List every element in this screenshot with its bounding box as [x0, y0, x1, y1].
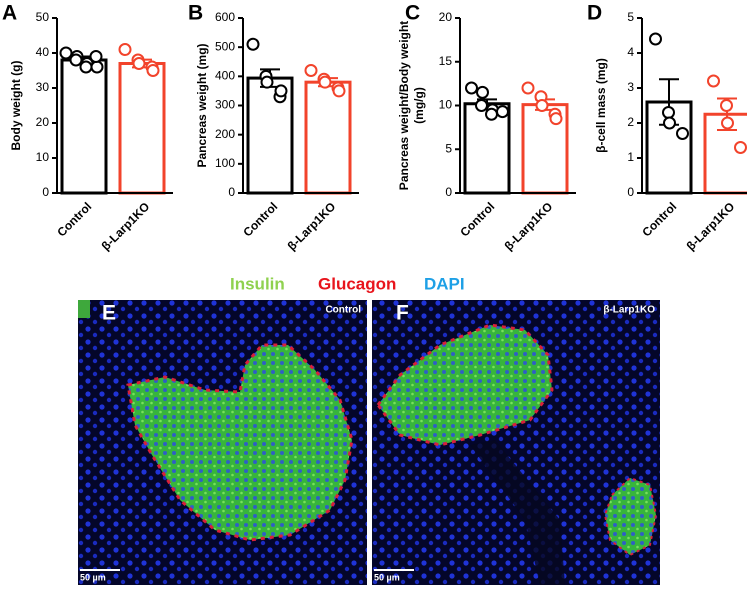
data-point	[59, 46, 73, 60]
y-tick-label: 0	[627, 185, 634, 199]
data-point	[118, 43, 132, 56]
stain-legend: DAPI	[424, 274, 465, 293]
y-axis-label: β-cell mass (mg)	[594, 58, 608, 153]
x-tick-label: β-Larp1KO	[502, 199, 556, 253]
data-point	[535, 99, 549, 112]
image-label: β-Larp1KO	[603, 305, 655, 316]
y-tick-label: 500	[215, 39, 235, 53]
data-point	[274, 84, 288, 98]
y-tick-label: 10	[439, 98, 453, 112]
y-tick-label: 50	[36, 10, 50, 24]
data-point	[304, 64, 318, 77]
data-point	[521, 81, 535, 95]
x-tick-label: Control	[639, 199, 679, 239]
data-point	[465, 81, 478, 95]
y-axis-label: Pancreas weight/Body weight	[397, 21, 411, 190]
y-tick-label: 5	[445, 141, 452, 155]
stain-legend: Insulin	[230, 274, 285, 293]
data-point	[496, 105, 509, 119]
y-axis-label: Pancreas weight (mg)	[195, 43, 209, 167]
data-point	[662, 106, 675, 119]
data-point	[475, 99, 488, 112]
bar	[304, 80, 352, 195]
data-point	[707, 74, 720, 88]
data-point	[734, 141, 747, 154]
x-tick-label: Control	[54, 199, 94, 239]
data-point	[132, 57, 146, 70]
data-point	[485, 107, 498, 121]
data-point	[246, 37, 260, 51]
x-tick-label: Control	[457, 199, 497, 239]
y-tick-label: 0	[42, 185, 49, 199]
bar	[60, 58, 108, 195]
y-tick-label: 1	[627, 150, 634, 164]
y-tick-label: 20	[36, 115, 50, 129]
y-tick-label: 40	[36, 45, 50, 59]
data-point	[89, 50, 103, 63]
panel-label: B	[188, 2, 203, 25]
y-tick-label: 0	[445, 185, 452, 199]
image-e	[78, 300, 367, 585]
data-point	[69, 53, 83, 67]
image-label: Control	[325, 305, 361, 316]
panel-label: E	[102, 302, 116, 325]
y-axis-label: (mg/g)	[412, 87, 426, 124]
y-tick-label: 600	[215, 10, 235, 24]
data-point	[676, 127, 689, 140]
data-point	[649, 32, 662, 46]
data-point	[146, 64, 160, 77]
data-point	[549, 112, 563, 126]
y-tick-label: 400	[215, 69, 235, 83]
panel-label: F	[396, 302, 409, 325]
y-tick-label: 100	[215, 156, 235, 170]
x-tick-label: Control	[240, 199, 280, 239]
data-point	[79, 60, 93, 74]
image-f	[372, 300, 660, 585]
y-tick-label: 30	[36, 80, 50, 94]
data-point	[318, 75, 332, 89]
data-point	[260, 75, 274, 89]
y-tick-label: 10	[36, 150, 50, 164]
scale-label: 50 µm	[80, 572, 106, 582]
panel-label: C	[405, 2, 420, 25]
bar	[118, 62, 166, 195]
x-tick-label: β-Larp1KO	[285, 199, 339, 253]
scale-label: 50 µm	[374, 572, 400, 582]
data-point	[721, 116, 734, 130]
panel-label: D	[587, 2, 602, 25]
y-tick-label: 2	[627, 115, 634, 129]
data-point	[476, 85, 489, 99]
y-tick-label: 0	[228, 185, 235, 199]
panel-label: A	[2, 2, 17, 25]
y-tick-label: 3	[627, 80, 634, 94]
y-tick-label: 300	[215, 98, 235, 112]
y-tick-label: 15	[439, 54, 453, 68]
x-tick-label: β-Larp1KO	[99, 199, 153, 253]
y-tick-label: 5	[627, 10, 634, 24]
y-tick-label: 4	[627, 45, 634, 59]
x-tick-label: β-Larp1KO	[684, 199, 738, 253]
data-point	[90, 60, 104, 74]
data-point	[663, 116, 676, 130]
data-point	[332, 84, 346, 98]
y-tick-label: 200	[215, 127, 235, 141]
y-tick-label: 20	[439, 10, 453, 24]
data-point	[720, 99, 733, 112]
stain-legend: Glucagon	[318, 274, 396, 293]
y-axis-label: Body weight (g)	[9, 61, 23, 151]
